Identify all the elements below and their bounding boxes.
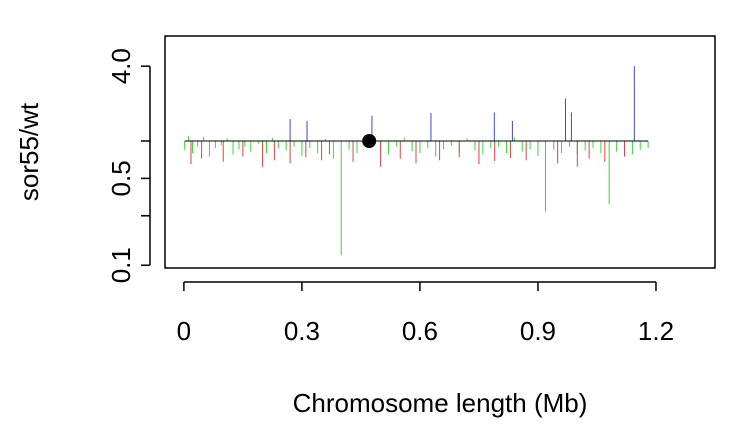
y-tick-label: 0.1	[106, 247, 136, 283]
x-axis-label: Chromosome length (Mb)	[293, 388, 588, 418]
plot-frame	[164, 35, 716, 269]
y-tick-label: 4.0	[106, 48, 136, 84]
highlight-point	[362, 133, 377, 148]
y-axis-label: sor55/wt	[14, 102, 44, 201]
x-tick-label: 0.9	[520, 316, 556, 346]
x-tick-label: 0.6	[402, 316, 438, 346]
x-tick-label: 0	[177, 316, 191, 346]
x-tick-label: 1.2	[638, 316, 674, 346]
y-tick-label: 0.5	[106, 160, 136, 196]
x-tick-label: 0.3	[284, 316, 320, 346]
